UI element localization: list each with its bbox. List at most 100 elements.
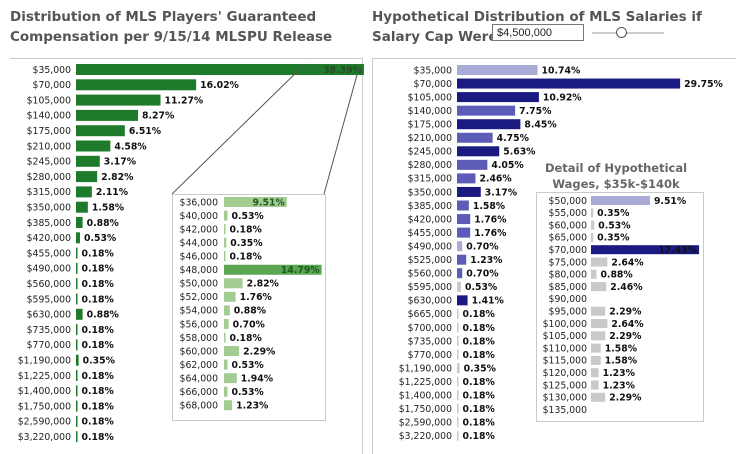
value-label: 0.70%	[466, 269, 499, 280]
category-label: $595,000	[408, 282, 452, 293]
bar	[224, 210, 228, 221]
bar	[76, 155, 100, 167]
value-label: 0.35%	[597, 208, 630, 219]
category-label: $60,000	[549, 220, 588, 231]
category-label: $1,750,000	[399, 404, 452, 415]
category-label: $455,000	[408, 228, 452, 239]
bar	[591, 343, 601, 353]
bar	[457, 186, 481, 197]
value-label: 0.53%	[231, 387, 264, 398]
value-label: 0.88%	[87, 310, 120, 321]
value-label: 0.35%	[597, 233, 630, 244]
bar	[457, 78, 681, 89]
category-label: $56,000	[180, 319, 219, 330]
bar	[457, 65, 538, 75]
value-label: 1.41%	[472, 296, 505, 307]
value-label: 0.18%	[463, 431, 496, 442]
value-label: 0.18%	[230, 252, 263, 263]
category-label: $350,000	[27, 203, 71, 214]
category-label: $210,000	[27, 141, 71, 152]
bar	[224, 373, 237, 384]
bar	[224, 346, 240, 357]
bar	[591, 257, 608, 267]
category-label: $280,000	[27, 172, 71, 183]
value-label: 1.23%	[603, 380, 636, 391]
value-label: 4.75%	[497, 133, 530, 144]
bar	[76, 247, 78, 259]
bar	[76, 201, 88, 213]
bar	[591, 282, 607, 292]
bar	[591, 245, 700, 255]
bar	[457, 336, 459, 346]
category-label: $95,000	[549, 307, 588, 318]
bar	[591, 368, 599, 378]
value-label: 0.18%	[82, 248, 115, 259]
bar	[457, 363, 460, 374]
bar	[76, 140, 111, 152]
category-label: $700,000	[408, 323, 452, 334]
category-label: $90,000	[549, 294, 588, 305]
category-label: $50,000	[549, 196, 588, 207]
bar	[224, 305, 230, 316]
value-label: 0.18%	[82, 279, 115, 290]
category-label: $48,000	[180, 265, 219, 276]
category-label: $1,190,000	[399, 363, 452, 374]
category-label: $490,000	[408, 241, 452, 252]
category-label: $66,000	[180, 387, 219, 398]
category-label: $60,000	[180, 346, 219, 357]
category-label: $44,000	[180, 238, 219, 249]
category-label: $210,000	[408, 133, 452, 144]
value-label: 2.46%	[610, 282, 643, 293]
value-label: 1.23%	[470, 255, 503, 266]
value-label: 0.18%	[82, 294, 115, 305]
category-label: $595,000	[27, 294, 71, 305]
value-label: 2.29%	[609, 393, 642, 404]
bar	[457, 119, 521, 130]
value-label: 0.18%	[82, 386, 115, 397]
value-label: 0.88%	[600, 270, 633, 281]
value-label: 0.18%	[82, 401, 115, 412]
category-label: $1,750,000	[18, 401, 71, 412]
category-label: $280,000	[408, 160, 452, 171]
right-chart-title-line1: Hypothetical Distribution of MLS Salarie…	[372, 9, 702, 25]
salary-cap-slider[interactable]	[592, 27, 664, 38]
value-label: 1.58%	[605, 356, 638, 367]
right-panel-left-border	[372, 58, 373, 454]
bar	[457, 390, 459, 401]
salary-cap-input[interactable]: $4,500,000	[492, 24, 584, 41]
bar	[457, 417, 459, 428]
slider-thumb[interactable]	[616, 27, 627, 38]
value-label: 0.18%	[463, 323, 496, 334]
value-label: 0.18%	[82, 432, 115, 443]
value-label: 2.46%	[479, 174, 512, 185]
bar	[76, 324, 78, 336]
value-label: 0.88%	[87, 218, 120, 229]
category-label: $46,000	[180, 252, 219, 263]
value-label: 0.18%	[82, 371, 115, 382]
value-label: 2.64%	[611, 257, 644, 268]
category-label: $455,000	[27, 248, 71, 259]
category-label: $770,000	[27, 340, 71, 351]
right-chart-title-line2: Salary Cap Were	[372, 29, 498, 45]
value-label: 9.51%	[253, 197, 286, 208]
value-label: 2.82%	[101, 172, 134, 183]
category-label: $2,590,000	[399, 418, 452, 429]
category-label: $36,000	[180, 197, 219, 208]
category-label: $130,000	[543, 393, 587, 404]
category-label: $70,000	[549, 245, 588, 256]
bar	[457, 214, 471, 225]
value-label: 9.51%	[654, 196, 687, 207]
value-label: 1.94%	[241, 373, 274, 384]
connector-line	[171, 63, 306, 195]
value-label: 0.18%	[230, 224, 263, 235]
bar	[457, 105, 516, 116]
bar	[591, 331, 606, 341]
value-label: 1.76%	[240, 292, 273, 303]
value-label: 2.11%	[96, 187, 129, 198]
category-label: $54,000	[180, 306, 219, 317]
bar	[224, 197, 287, 207]
value-label: 0.53%	[84, 233, 117, 244]
value-label: 3.17%	[104, 157, 137, 168]
bar	[224, 386, 228, 397]
value-label: 2.29%	[243, 346, 276, 357]
